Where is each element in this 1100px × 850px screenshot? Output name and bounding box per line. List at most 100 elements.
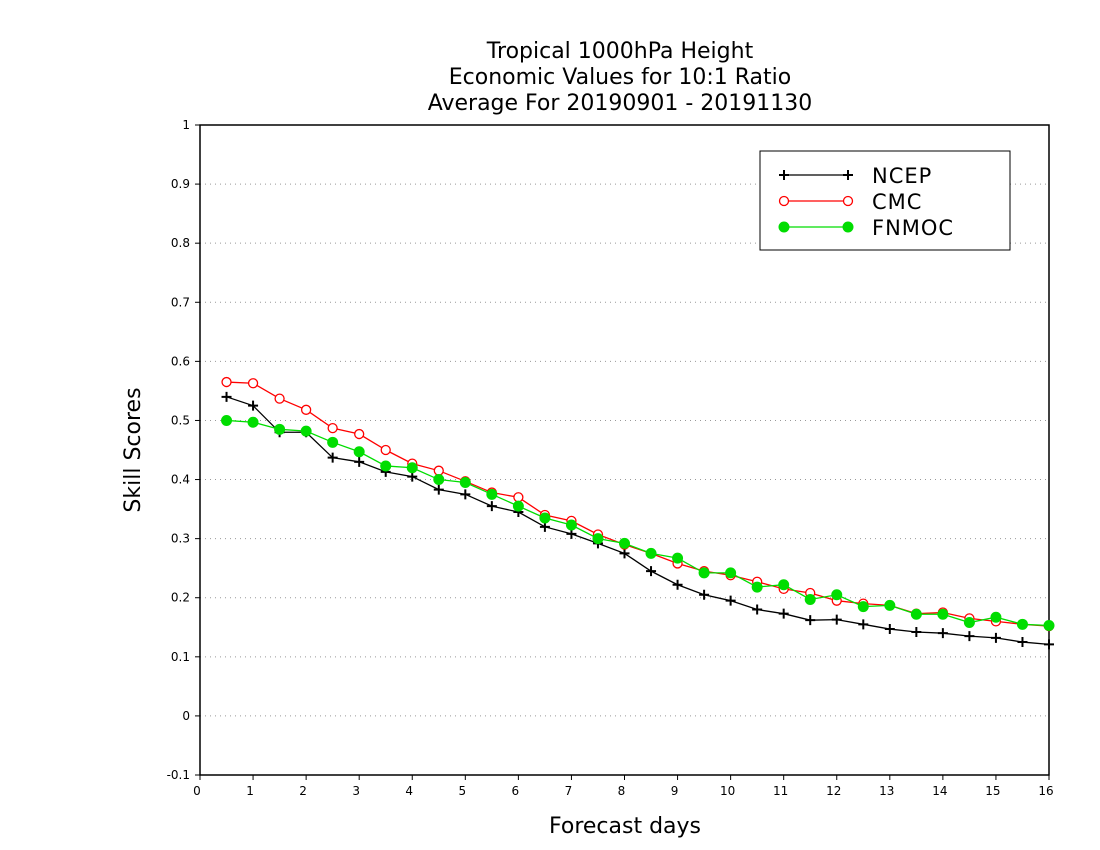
data-point-fnmoc	[884, 599, 896, 611]
y-tick-label: 0	[182, 709, 190, 723]
y-tick-label: 0.1	[171, 650, 190, 664]
data-point-fnmoc	[804, 594, 816, 605]
x-tick-label: 8	[618, 784, 626, 798]
chart-title-line: Tropical 1000hPa Height	[486, 39, 754, 64]
series-fnmoc	[221, 414, 1055, 631]
data-point-ncep	[619, 548, 630, 559]
legend-marker	[778, 221, 790, 233]
data-point-cmc	[513, 492, 524, 503]
y-tick-label: 0.5	[171, 413, 190, 427]
data-point-fnmoc	[459, 477, 471, 488]
data-point-fnmoc	[725, 567, 737, 579]
data-point-ncep	[778, 608, 789, 619]
data-point-fnmoc	[751, 581, 763, 593]
data-point-ncep	[566, 528, 577, 539]
y-tick-label: 0.4	[171, 473, 190, 487]
legend-marker	[842, 221, 854, 233]
data-point-cmc	[300, 404, 312, 415]
data-point-cmc	[433, 465, 444, 476]
legend-item-ncep: NCEP	[779, 164, 931, 188]
x-tick-label: 12	[826, 784, 841, 798]
x-tick-label: 14	[932, 784, 947, 798]
y-tick-label: 0.2	[171, 591, 190, 605]
y-axis-title: Skill Scores	[121, 387, 146, 512]
series-line-fnmoc	[226, 419, 1050, 627]
data-point-ncep	[486, 501, 497, 512]
x-tick-label: 1	[246, 784, 254, 798]
chart-title-line: Average For 20190901 - 20191130	[428, 91, 813, 116]
data-point-fnmoc	[778, 579, 790, 591]
data-point-ncep	[937, 628, 948, 639]
legend-item-fnmoc: FNMOC	[778, 216, 954, 240]
data-point-fnmoc	[619, 537, 630, 549]
data-point-ncep	[248, 400, 259, 411]
data-point-ncep	[539, 521, 550, 532]
data-point-ncep	[858, 619, 869, 630]
y-tick-label: 0.6	[171, 354, 190, 368]
data-point-fnmoc	[1016, 618, 1028, 630]
data-point-fnmoc	[247, 416, 259, 428]
x-axis-title: Forecast days	[549, 814, 701, 839]
data-point-fnmoc	[910, 608, 922, 620]
data-point-fnmoc	[274, 423, 286, 435]
data-point-ncep	[805, 615, 816, 626]
x-tick-label: 13	[879, 784, 894, 798]
data-point-fnmoc	[353, 446, 365, 458]
x-tick-label: 2	[299, 784, 307, 798]
data-point-fnmoc	[990, 611, 1002, 623]
data-point-ncep	[646, 566, 657, 577]
x-tick-label: 9	[671, 784, 679, 798]
data-point-fnmoc	[300, 425, 312, 437]
data-point-fnmoc	[645, 547, 657, 559]
data-point-fnmoc	[433, 474, 445, 486]
data-point-cmc	[354, 428, 365, 440]
series-cmc	[221, 376, 1055, 632]
x-axis: 0 1 2 3 4 5 6 7 8 9 10 11 12 13 14 15 16	[193, 775, 1054, 798]
y-tick-label: 0.7	[171, 295, 190, 309]
data-point-ncep	[699, 589, 710, 600]
x-tick-label: 6	[512, 784, 520, 798]
data-point-fnmoc	[698, 567, 710, 579]
y-tick-label: 0.3	[171, 532, 190, 546]
legend-marker	[842, 195, 854, 207]
data-point-fnmoc	[937, 608, 949, 620]
legend-label-fnmoc: FNMOC	[872, 216, 954, 240]
chart-title-line: Economic Values for 10:1 Ratio	[449, 65, 791, 90]
data-point-cmc	[247, 378, 259, 389]
x-tick-label: 4	[405, 784, 413, 798]
y-tick-label: 0.8	[171, 236, 190, 250]
data-point-ncep	[221, 391, 232, 402]
legend-marker	[779, 170, 789, 180]
data-point-fnmoc	[221, 414, 233, 426]
x-tick-label: 7	[565, 784, 573, 798]
data-point-ncep	[725, 595, 736, 606]
data-point-fnmoc	[486, 488, 498, 500]
y-axis: -0.1 0 0.1 0.2 0.3 0.4 0.5 0.6 0.7 0.8 0.9 1	[167, 118, 200, 782]
x-tick-label: 15	[985, 784, 1000, 798]
series-line-cmc	[226, 381, 1050, 627]
data-point-ncep	[1044, 639, 1054, 650]
data-point-ncep	[831, 614, 842, 625]
data-point-fnmoc	[539, 512, 551, 524]
legend-marker	[778, 195, 790, 207]
data-point-cmc	[221, 376, 232, 388]
legend-label-cmc: CMC	[872, 190, 922, 214]
x-tick-label: 5	[458, 784, 466, 798]
data-point-fnmoc	[380, 460, 392, 472]
data-point-cmc	[274, 393, 285, 404]
data-point-ncep	[884, 624, 895, 635]
data-point-ncep	[1017, 637, 1028, 648]
series	[221, 376, 1055, 650]
data-point-ncep	[964, 631, 975, 642]
data-point-fnmoc	[565, 519, 577, 531]
data-point-fnmoc	[672, 552, 684, 564]
data-point-ncep	[990, 632, 1001, 643]
data-point-ncep	[752, 604, 763, 615]
data-point-fnmoc	[963, 617, 975, 629]
data-point-cmc	[380, 444, 391, 456]
y-tick-label: -0.1	[167, 768, 190, 782]
x-tick-label: 0	[193, 784, 201, 798]
grid	[200, 183, 1049, 717]
